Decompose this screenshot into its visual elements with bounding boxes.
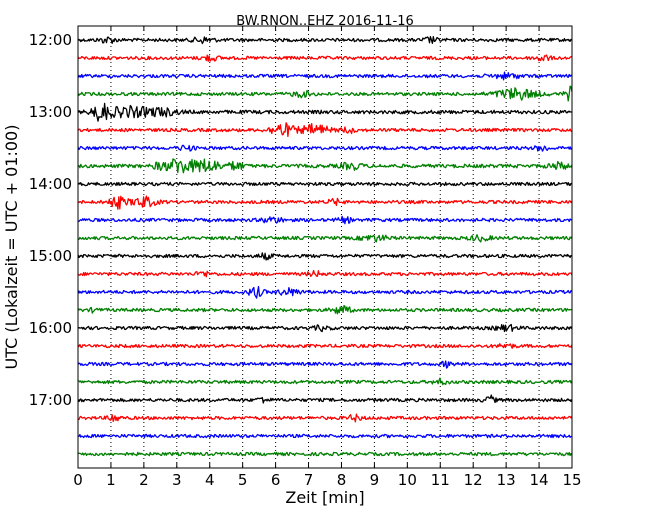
trace-1430 (78, 215, 573, 225)
trace-1445 (77, 234, 573, 243)
x-tick-label: 5 (238, 471, 248, 489)
x-tick-label: 4 (205, 471, 215, 489)
trace-1730 (77, 433, 573, 439)
x-tick-label: 9 (370, 471, 380, 489)
x-tick-label: 10 (398, 471, 417, 489)
trace-1715 (77, 413, 573, 423)
trace-1600 (77, 323, 573, 333)
y-tick-label: 16:00 (29, 319, 72, 337)
x-axis-ticks: 0 1 2 3 4 5 6 7 8 9 10 11 12 13 14 15 (73, 26, 582, 489)
plot-frame (77, 25, 573, 469)
trace-1230 (77, 71, 573, 81)
trace-1315 (77, 122, 573, 138)
grid-lines (110, 26, 540, 468)
trace-1630 (77, 360, 573, 369)
x-tick-label: 6 (271, 471, 281, 489)
trace-1545 (77, 304, 573, 315)
trace-1400 (77, 181, 573, 187)
trace-1645 (77, 377, 573, 386)
trace-1615 (77, 343, 573, 349)
y-tick-label: 12:00 (29, 31, 72, 49)
y-tick-label: 14:00 (29, 175, 72, 193)
y-axis-label: UTC (Lokalzeit = UTC + 01:00) (2, 125, 21, 370)
y-tick-label: 17:00 (29, 391, 72, 409)
x-tick-label: 3 (172, 471, 182, 489)
x-tick-label: 15 (562, 471, 581, 489)
trace-1300 (77, 102, 573, 122)
trace-1500 (77, 252, 572, 261)
trace-1530 (77, 285, 573, 299)
trace-1200 (77, 36, 573, 45)
x-tick-label: 7 (304, 471, 314, 489)
y-tick-label: 15:00 (29, 247, 72, 265)
seismic-traces (77, 36, 573, 457)
x-tick-label: 8 (337, 471, 347, 489)
y-axis-ticks: 12:00 13:00 14:00 15:00 16:00 17:00 (29, 31, 572, 409)
chart-title: BW.RNON..EHZ 2016-11-16 (236, 14, 414, 29)
y-tick-label: 13:00 (29, 103, 72, 121)
trace-1345 (77, 158, 573, 174)
trace-1245 (77, 85, 573, 102)
x-tick-label: 12 (464, 471, 483, 489)
trace-1415 (77, 195, 573, 210)
x-tick-label: 1 (106, 471, 116, 489)
trace-1515 (77, 269, 573, 278)
trace-1700 (77, 394, 573, 404)
trace-1745 (77, 451, 573, 457)
x-tick-label: 14 (530, 471, 549, 489)
trace-1215 (77, 54, 572, 62)
x-tick-label: 2 (139, 471, 149, 489)
x-tick-label: 13 (497, 471, 516, 489)
trace-1330 (77, 144, 573, 152)
x-tick-label: 0 (73, 471, 83, 489)
x-tick-label: 11 (431, 471, 450, 489)
x-axis-label: Zeit [min] (285, 488, 364, 507)
